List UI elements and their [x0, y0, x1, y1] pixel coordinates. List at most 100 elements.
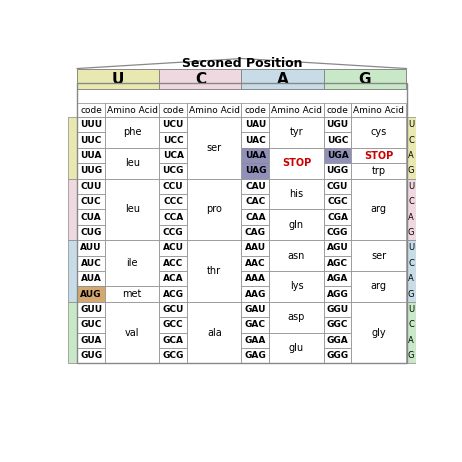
Text: CCC: CCC [163, 197, 183, 206]
Bar [323, 117, 352, 133]
Text: U: U [408, 305, 414, 314]
Bar [105, 240, 159, 286]
Bar [242, 133, 269, 148]
Bar [269, 117, 323, 148]
Text: code: code [162, 106, 184, 115]
Bar [242, 179, 269, 194]
Bar [352, 240, 406, 271]
Text: A: A [408, 336, 414, 345]
Bar [269, 103, 323, 117]
Bar [159, 255, 187, 271]
Text: C: C [408, 321, 414, 329]
Text: A: A [408, 213, 414, 222]
Text: CCU: CCU [163, 182, 183, 191]
Text: CGA: CGA [327, 213, 348, 222]
Text: CCA: CCA [163, 213, 183, 222]
Text: GAC: GAC [245, 321, 266, 329]
Bar [323, 271, 352, 286]
Text: GGA: GGA [327, 336, 348, 345]
Bar [323, 163, 352, 179]
Bar [269, 148, 323, 179]
Text: U: U [408, 182, 414, 191]
Text: ACU: ACU [163, 243, 184, 252]
Text: UCG: UCG [163, 166, 184, 176]
Bar [407, 240, 416, 302]
Text: Amino Acid: Amino Acid [353, 106, 404, 115]
Bar [323, 148, 352, 163]
Text: GAU: GAU [244, 305, 266, 314]
Text: arg: arg [371, 281, 387, 292]
Bar [77, 240, 105, 255]
Text: UCC: UCC [163, 136, 183, 145]
Text: asp: asp [288, 312, 305, 322]
Bar [77, 83, 407, 364]
Bar [77, 103, 105, 117]
Bar [323, 209, 352, 225]
Text: UAU: UAU [245, 120, 266, 129]
Text: ACC: ACC [163, 259, 183, 268]
Text: GUC: GUC [80, 321, 102, 329]
Text: UAA: UAA [245, 151, 266, 160]
Bar [242, 302, 269, 317]
Text: cys: cys [371, 128, 387, 137]
Text: GAG: GAG [244, 351, 266, 360]
Text: UCA: UCA [163, 151, 184, 160]
Bar [269, 271, 323, 302]
Bar [159, 333, 187, 348]
Text: GCC: GCC [163, 321, 183, 329]
Bar [77, 133, 105, 148]
Bar [68, 302, 77, 364]
Text: AGG: AGG [327, 290, 348, 298]
Bar [105, 103, 159, 117]
Bar [77, 179, 105, 194]
Text: UUG: UUG [80, 166, 102, 176]
Bar [323, 133, 352, 148]
Bar [352, 148, 406, 163]
Text: STOP: STOP [282, 158, 311, 168]
Bar [77, 163, 105, 179]
Text: Amino Acid: Amino Acid [271, 106, 322, 115]
Text: UAG: UAG [244, 166, 266, 176]
Text: val: val [125, 328, 140, 338]
Bar [187, 179, 242, 240]
Text: CUC: CUC [81, 197, 101, 206]
Text: CUU: CUU [80, 182, 102, 191]
Bar [68, 117, 77, 179]
Text: GCG: GCG [163, 351, 184, 360]
Text: AAA: AAA [245, 274, 266, 283]
Text: UGA: UGA [327, 151, 348, 160]
Text: pro: pro [207, 205, 222, 214]
Bar [242, 255, 269, 271]
Text: GGC: GGC [327, 321, 348, 329]
Text: AGA: AGA [327, 274, 348, 283]
Text: CAA: CAA [245, 213, 266, 222]
Text: ala: ala [207, 328, 222, 338]
Bar [159, 179, 187, 194]
Text: UGC: UGC [327, 136, 348, 145]
Bar [269, 179, 323, 209]
Text: AUG: AUG [80, 290, 102, 298]
Text: UGU: UGU [327, 120, 349, 129]
Text: CGU: CGU [327, 182, 348, 191]
Text: CAU: CAU [245, 182, 266, 191]
Bar [77, 117, 105, 133]
Text: CCG: CCG [163, 228, 183, 237]
Bar [242, 69, 323, 89]
Bar [323, 286, 352, 302]
Bar [77, 194, 105, 209]
Bar [105, 117, 159, 148]
Text: G: G [359, 72, 371, 87]
Bar [242, 333, 269, 348]
Bar [323, 225, 352, 240]
Text: AAU: AAU [245, 243, 266, 252]
Text: asn: asn [288, 251, 305, 261]
Text: G: G [408, 166, 414, 176]
Text: tyr: tyr [290, 128, 303, 137]
Bar [105, 148, 159, 179]
Bar [242, 163, 269, 179]
Text: Amino Acid: Amino Acid [189, 106, 240, 115]
Bar [77, 333, 105, 348]
Bar [187, 240, 242, 302]
Bar [323, 194, 352, 209]
Text: trp: trp [371, 166, 386, 176]
